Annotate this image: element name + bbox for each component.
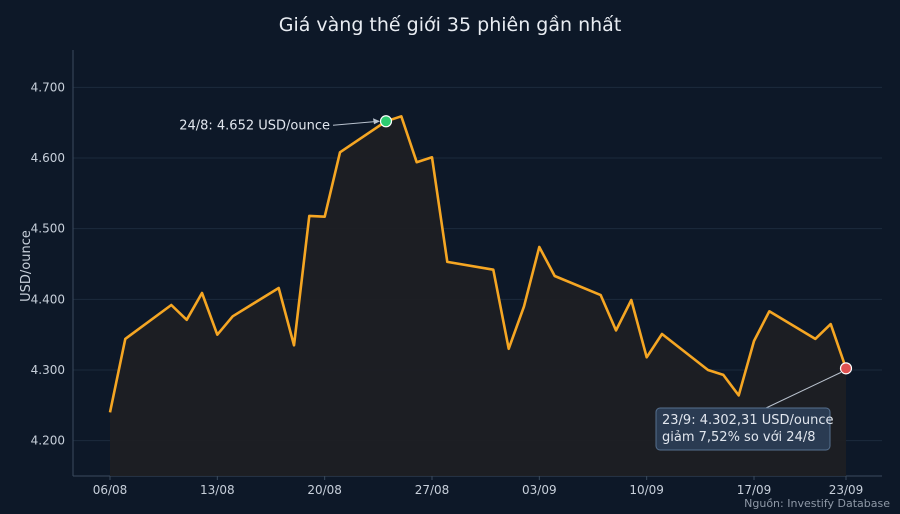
data-point bbox=[598, 293, 603, 298]
y-tick-label: 4.300 bbox=[31, 363, 65, 377]
price-area bbox=[110, 116, 846, 477]
data-point bbox=[445, 259, 450, 264]
data-point bbox=[307, 213, 312, 218]
data-point bbox=[506, 346, 511, 351]
price-line bbox=[108, 114, 848, 415]
data-point bbox=[522, 304, 527, 309]
data-point bbox=[629, 298, 634, 303]
data-point bbox=[338, 150, 343, 155]
data-point bbox=[491, 267, 496, 272]
y-tick-label: 4.700 bbox=[31, 80, 65, 94]
axes: 4.200 4.300 4.400 4.500 4.600 4.700 06/08 13/08… bbox=[31, 50, 882, 497]
x-tick-label: 06/08 bbox=[93, 483, 128, 497]
data-point bbox=[537, 245, 542, 250]
annotations: 24/8: 4.652 USD/ounce 23/9: 4.302,31 USD/… bbox=[179, 115, 853, 451]
data-point bbox=[767, 309, 772, 314]
data-point bbox=[430, 155, 435, 160]
y-tick-label: 4.200 bbox=[31, 434, 65, 448]
y-tick-label: 4.400 bbox=[31, 292, 65, 306]
max-point-marker bbox=[379, 115, 393, 128]
x-tick-label: 20/08 bbox=[307, 483, 342, 497]
last-point-marker bbox=[839, 362, 853, 375]
data-point bbox=[322, 214, 327, 219]
data-point bbox=[752, 339, 757, 344]
last-annotation-line: giảm 7,52% so với 24/8 bbox=[662, 430, 816, 445]
max-annotation-arrow bbox=[332, 120, 380, 126]
data-point bbox=[706, 368, 711, 373]
last-annotation-line: 23/9: 4.302,31 USD/ounce bbox=[662, 413, 833, 428]
last-annotation-box bbox=[655, 407, 831, 451]
chart-title: Giá vàng thế giới 35 phiên gần nhất bbox=[278, 14, 622, 36]
x-tick-label: 17/09 bbox=[737, 483, 772, 497]
data-point bbox=[644, 355, 649, 360]
data-point bbox=[721, 372, 726, 377]
data-point bbox=[399, 114, 404, 119]
max-annotation-label: 24/8: 4.652 USD/ounce bbox=[179, 118, 330, 133]
data-point bbox=[215, 332, 220, 337]
x-tick-label: 23/09 bbox=[829, 483, 864, 497]
x-tick-label: 10/09 bbox=[629, 483, 664, 497]
data-point bbox=[108, 410, 113, 415]
max-annotation-arrowhead bbox=[373, 118, 380, 125]
data-point bbox=[813, 336, 818, 341]
data-point bbox=[660, 331, 665, 336]
last-annotation-arrow bbox=[765, 371, 842, 409]
data-point bbox=[169, 302, 174, 307]
y-tick-label: 4.500 bbox=[31, 222, 65, 236]
x-tick-label: 03/09 bbox=[522, 483, 557, 497]
data-point bbox=[276, 286, 281, 291]
area-fill bbox=[110, 116, 846, 477]
data-point bbox=[123, 336, 128, 341]
data-point bbox=[414, 160, 419, 165]
data-point bbox=[292, 343, 297, 348]
x-tick-label: 27/08 bbox=[415, 483, 450, 497]
data-point bbox=[736, 393, 741, 398]
source-note: Nguồn: Investify Database bbox=[744, 497, 890, 510]
x-tick-label: 13/08 bbox=[200, 483, 235, 497]
y-axis-title: USD/ounce bbox=[19, 230, 34, 302]
data-point bbox=[552, 274, 557, 279]
data-point bbox=[614, 328, 619, 333]
y-tick-label: 4.600 bbox=[31, 151, 65, 165]
price-series-line bbox=[108, 115, 848, 413]
data-point bbox=[828, 322, 833, 327]
data-point bbox=[184, 317, 189, 322]
data-point bbox=[200, 290, 205, 295]
data-point bbox=[230, 314, 235, 319]
